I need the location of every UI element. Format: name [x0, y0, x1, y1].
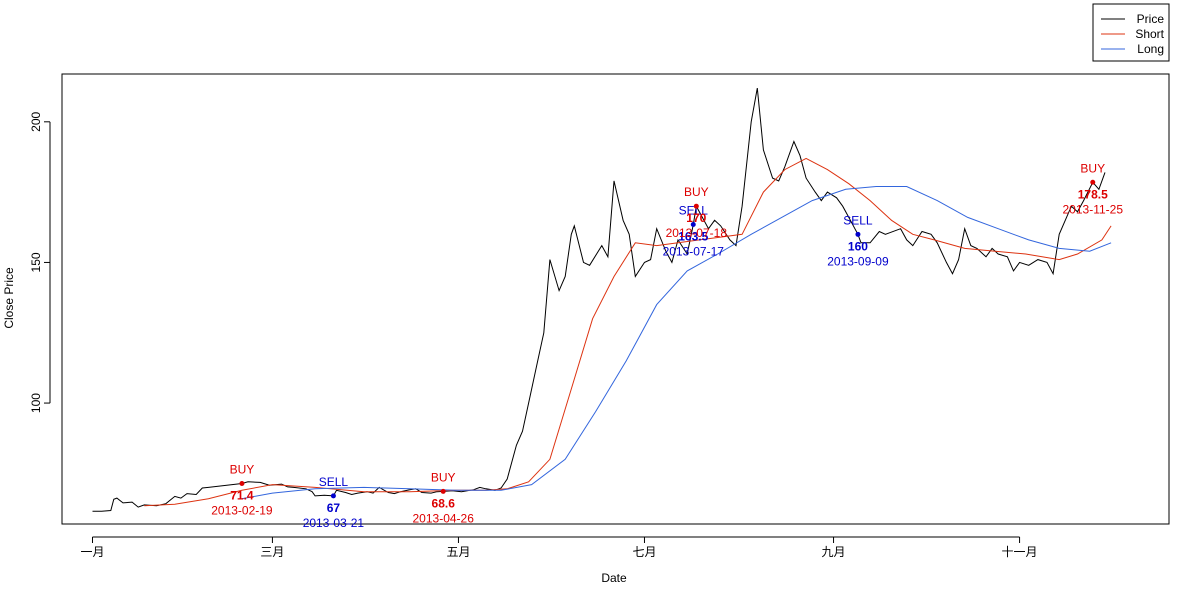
signal-type-label: SELL	[843, 213, 873, 227]
x-tick-label: 十一月	[1002, 545, 1038, 559]
y-axis: 100 150 200	[29, 111, 51, 413]
x-tick-label: 五月	[446, 545, 470, 559]
signal-date-label: 2013-02-19	[211, 504, 273, 518]
signal-type-label: SELL	[679, 203, 709, 217]
signal-price-label: 163.5	[678, 229, 708, 243]
signal-point	[693, 203, 699, 209]
y-tick-label: 150	[29, 252, 43, 272]
plot-frame	[61, 73, 1170, 525]
signal-type-label: BUY	[684, 185, 709, 199]
x-tick-label: 一月	[80, 545, 104, 559]
legend-label-price: Price	[1137, 12, 1165, 26]
signal-date-label: 2013-04-26	[413, 511, 475, 525]
signal-price-label: 170	[686, 211, 706, 225]
signal-price-label: 160	[848, 239, 868, 253]
y-tick-label: 200	[29, 111, 43, 131]
signal-type-label: BUY	[230, 463, 255, 477]
signal-point	[440, 488, 446, 494]
series-line-price	[92, 88, 1106, 512]
signal-type-label: BUY	[431, 470, 456, 484]
signal-type-label: BUY	[1080, 161, 1105, 175]
series-layer	[92, 88, 1112, 512]
signal-date-label: 2013-07-17	[663, 244, 725, 258]
signal-point	[690, 221, 696, 227]
series-line-short	[144, 157, 1112, 507]
x-tick-label: 九月	[822, 545, 846, 559]
x-axis-title: Date	[601, 571, 627, 585]
signal-point	[1090, 179, 1096, 185]
signal-date-label: 2013-09-09	[827, 254, 889, 268]
signal-price-label: 67	[327, 501, 341, 515]
x-tick-label: 七月	[632, 545, 656, 559]
legend-box	[1092, 3, 1170, 62]
signal-point	[855, 231, 861, 237]
series-line-long	[241, 186, 1112, 500]
legend-label-long: Long	[1137, 42, 1164, 56]
legend-label-short: Short	[1135, 27, 1164, 41]
signal-point	[239, 481, 245, 486]
signal-date-label: 2013-11-25	[1063, 202, 1124, 216]
signal-date-label: 2013-03-21	[303, 516, 365, 530]
y-axis-title: Close Price	[2, 267, 16, 329]
x-axis: 一月 三月 五月 七月 九月 十一月	[80, 536, 1038, 559]
signal-price-label: 71.4	[230, 489, 254, 503]
y-tick-label: 100	[29, 393, 43, 413]
x-tick-label: 三月	[260, 545, 284, 559]
signal-type-label: SELL	[319, 475, 349, 489]
signal-price-label: 178.5	[1078, 187, 1108, 201]
signal-point	[330, 493, 336, 499]
signal-date-label: 2013-07-18	[666, 226, 728, 240]
signal-price-label: 68.6	[432, 496, 456, 510]
